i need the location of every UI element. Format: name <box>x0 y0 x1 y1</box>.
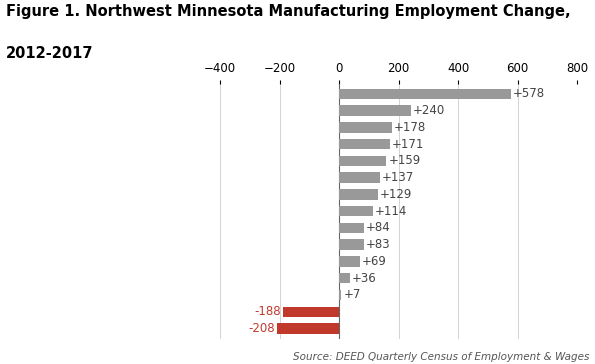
Bar <box>283 306 339 317</box>
Bar <box>339 156 387 166</box>
Bar <box>339 290 342 300</box>
Bar <box>339 273 350 283</box>
Text: Figure 1. Northwest Minnesota Manufacturing Employment Change,: Figure 1. Northwest Minnesota Manufactur… <box>6 4 571 19</box>
Bar <box>339 223 364 233</box>
Bar <box>339 240 364 250</box>
Bar <box>339 256 359 266</box>
Text: +83: +83 <box>366 238 390 251</box>
Text: 2012-2017: 2012-2017 <box>6 46 93 60</box>
Bar <box>339 139 390 149</box>
Bar <box>339 105 411 116</box>
Text: +240: +240 <box>413 104 445 117</box>
Text: +178: +178 <box>394 121 427 134</box>
Bar <box>339 206 373 216</box>
Text: +114: +114 <box>375 205 408 218</box>
Bar <box>339 189 378 199</box>
Bar <box>339 122 392 132</box>
Text: +578: +578 <box>513 87 545 100</box>
Text: +84: +84 <box>367 221 391 234</box>
Text: +137: +137 <box>382 171 414 184</box>
Text: -208: -208 <box>249 322 275 335</box>
Bar <box>277 323 339 334</box>
Text: +129: +129 <box>380 188 412 201</box>
Text: Source: DEED Quarterly Census of Employment & Wages: Source: DEED Quarterly Census of Employm… <box>293 352 589 362</box>
Bar <box>339 88 511 99</box>
Text: +171: +171 <box>392 138 424 151</box>
Bar <box>339 173 380 183</box>
Text: -188: -188 <box>255 305 281 318</box>
Text: +7: +7 <box>343 288 361 301</box>
Text: +159: +159 <box>389 154 421 167</box>
Text: +69: +69 <box>362 255 387 268</box>
Text: +36: +36 <box>352 272 377 285</box>
